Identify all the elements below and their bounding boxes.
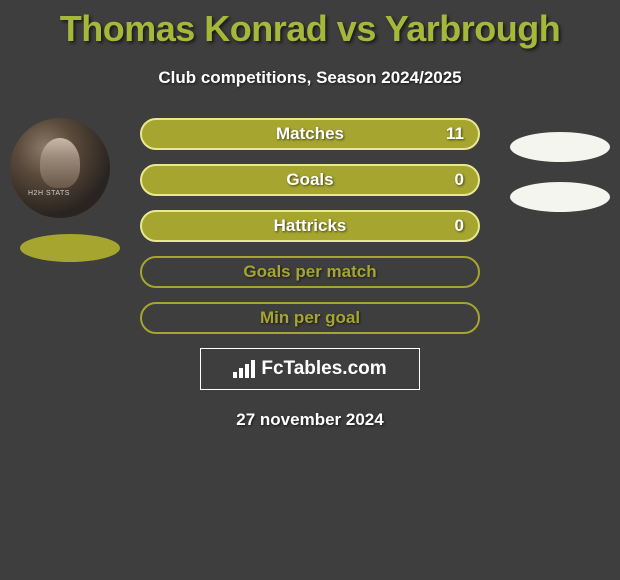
date-text: 27 november 2024: [0, 410, 620, 430]
brand-box[interactable]: FcTables.com: [200, 348, 420, 390]
name-pill-right-1: [510, 132, 610, 162]
comparison-content: H2H STATS Matches 11 Goals 0 Hattricks 0…: [0, 118, 620, 430]
stat-label: Hattricks: [274, 216, 347, 236]
stat-bar-matches: Matches 11: [140, 118, 480, 150]
stat-value: 11: [446, 124, 464, 144]
stat-bar-goals-per-match: Goals per match: [140, 256, 480, 288]
brand-text: FcTables.com: [261, 358, 386, 380]
stat-bar-goals: Goals 0: [140, 164, 480, 196]
stat-bar-min-per-goal: Min per goal: [140, 302, 480, 334]
player-avatar-left: H2H STATS: [10, 118, 110, 218]
stat-bars: Matches 11 Goals 0 Hattricks 0 Goals per…: [140, 118, 480, 334]
stat-label: Matches: [276, 124, 344, 144]
avatar-caption: H2H STATS: [28, 190, 70, 197]
stat-label: Goals: [286, 170, 333, 190]
stat-bar-hattricks: Hattricks 0: [140, 210, 480, 242]
stat-value: 0: [455, 170, 464, 190]
subtitle: Club competitions, Season 2024/2025: [0, 68, 620, 88]
stat-value: 0: [455, 216, 464, 236]
stat-label: Goals per match: [243, 262, 376, 282]
stat-label: Min per goal: [260, 308, 360, 328]
page-title: Thomas Konrad vs Yarbrough: [0, 0, 620, 50]
name-pill-left: [20, 234, 120, 262]
bar-chart-icon: [233, 360, 255, 378]
name-pill-right-2: [510, 182, 610, 212]
